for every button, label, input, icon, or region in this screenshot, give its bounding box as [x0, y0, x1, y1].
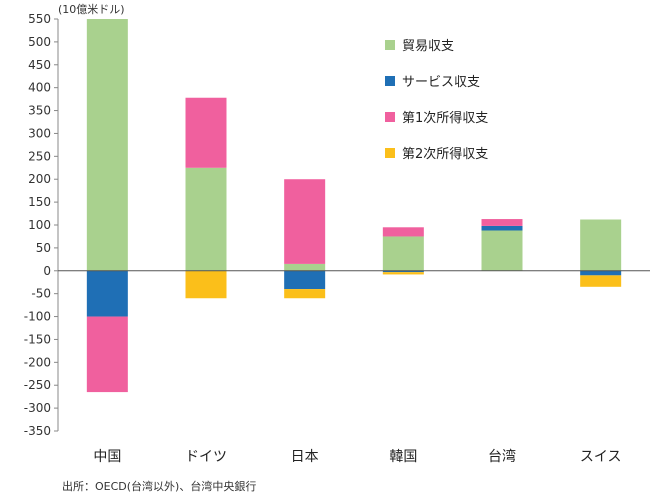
y-tick-label: 50 — [36, 241, 51, 255]
y-tick-label: 150 — [28, 195, 51, 209]
legend-label: 第2次所得収支 — [402, 146, 488, 162]
legend-swatch — [385, 148, 395, 158]
y-tick-label: 450 — [28, 58, 51, 72]
category-label: 韓国 — [389, 449, 417, 465]
bar-segment — [580, 270, 622, 276]
y-tick-label: 100 — [28, 218, 51, 232]
bar-segment — [382, 272, 424, 275]
bars — [86, 19, 622, 393]
bar-segment — [86, 270, 128, 317]
y-tick-label: -100 — [24, 310, 51, 324]
y-tick-label: -250 — [24, 378, 51, 392]
unit-label: (10億米ドル) — [58, 3, 125, 16]
bar-segment — [481, 230, 523, 271]
y-tick-label: 400 — [28, 81, 51, 95]
bar-segment — [481, 225, 523, 231]
bar-segment — [382, 227, 424, 237]
bar-segment — [86, 316, 128, 393]
bar-segment — [382, 270, 424, 273]
y-tick-label: 200 — [28, 172, 51, 186]
legend-swatch — [385, 40, 395, 50]
legend-label: 第1次所得収支 — [402, 110, 488, 126]
y-tick-label: -50 — [31, 287, 51, 301]
y-tick-label: -350 — [24, 424, 51, 438]
y-tick-label: -150 — [24, 332, 51, 346]
legend-label: サービス収支 — [402, 75, 480, 90]
bar-segment — [185, 270, 227, 299]
legend-swatch — [385, 76, 395, 86]
y-tick-label: 300 — [28, 126, 51, 140]
y-tick-label: 500 — [28, 35, 51, 49]
bar-segment — [284, 289, 326, 299]
bar-segment — [382, 236, 424, 271]
category-label: 台湾 — [488, 448, 516, 465]
category-label: スイス — [580, 449, 622, 465]
y-tick-label: -200 — [24, 355, 51, 369]
x-axis-categories: 中国 ドイツ 日本 韓国 台湾 スイス — [93, 448, 621, 465]
y-tick-label: 0 — [43, 264, 51, 278]
category-label: ドイツ — [185, 449, 227, 465]
bar-segment — [580, 275, 622, 287]
category-label: 中国 — [93, 449, 121, 465]
bar-segment — [185, 97, 227, 168]
legend-swatch — [385, 112, 395, 122]
category-label: 日本 — [291, 449, 319, 465]
legend-label: 貿易収支 — [402, 39, 454, 54]
y-tick-label: 550 — [28, 12, 51, 26]
y-axis-ticks: 550500450400350300250200150100500-50-100… — [24, 12, 58, 438]
y-tick-label: 250 — [28, 149, 51, 163]
bar-segment — [86, 19, 128, 271]
bar-segment — [284, 179, 326, 264]
bar-segment — [580, 219, 622, 271]
bar-segment — [284, 270, 326, 290]
bar-segment — [481, 219, 523, 226]
bar-segment — [185, 167, 227, 271]
y-tick-label: 350 — [28, 104, 51, 118]
source-note: 出所：OECD(台湾以外)、台湾中央銀行 — [62, 479, 256, 493]
bar-segment — [284, 263, 326, 271]
y-tick-label: -300 — [24, 401, 51, 415]
